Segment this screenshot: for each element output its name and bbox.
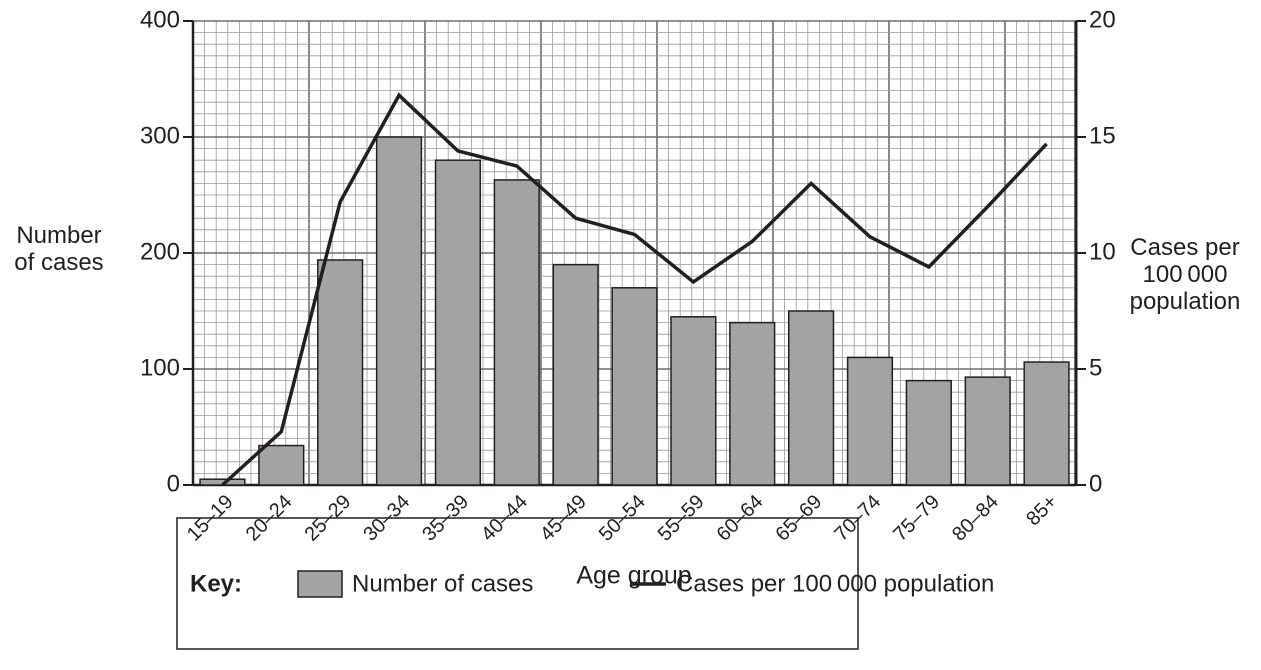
x-tick-label: 85+ xyxy=(1022,491,1062,531)
bar xyxy=(434,159,482,486)
legend-box xyxy=(176,517,859,650)
y-tick-label: 300 xyxy=(140,122,180,149)
bar xyxy=(729,321,776,486)
bar xyxy=(1023,361,1070,486)
y2-tick-label: 0 xyxy=(1089,470,1102,497)
bar xyxy=(964,376,1011,486)
y2-tick-label: 20 xyxy=(1089,6,1116,33)
y2-tick-label: 10 xyxy=(1089,238,1116,265)
bar xyxy=(905,379,952,486)
y2-tick-label: 5 xyxy=(1089,354,1102,381)
y-tick-label: 0 xyxy=(167,470,180,497)
bar xyxy=(258,444,305,486)
y-tick-label: 200 xyxy=(140,238,180,265)
y2-tick-label: 15 xyxy=(1089,122,1116,149)
bar xyxy=(375,136,423,486)
x-tick-label: 80–84 xyxy=(948,491,1003,546)
bar xyxy=(611,287,658,486)
x-tick-label: 75–79 xyxy=(889,491,944,546)
legend-label: Cases per 100 000 population xyxy=(676,570,994,597)
bar xyxy=(787,310,835,486)
y2-axis-label: Cases per 100 000 population xyxy=(1129,234,1241,315)
legend-title: Key: xyxy=(190,570,242,597)
legend-swatch xyxy=(297,570,343,598)
y-tick-label: 400 xyxy=(140,6,180,33)
y-axis-label: Number of cases xyxy=(14,222,104,276)
legend-label: Number of cases xyxy=(352,570,533,597)
bar xyxy=(552,263,599,486)
line xyxy=(221,92,1048,487)
bar xyxy=(493,179,540,486)
bar xyxy=(670,316,717,486)
y-tick-label: 100 xyxy=(140,354,180,381)
bar xyxy=(317,259,364,486)
bar xyxy=(846,356,894,486)
